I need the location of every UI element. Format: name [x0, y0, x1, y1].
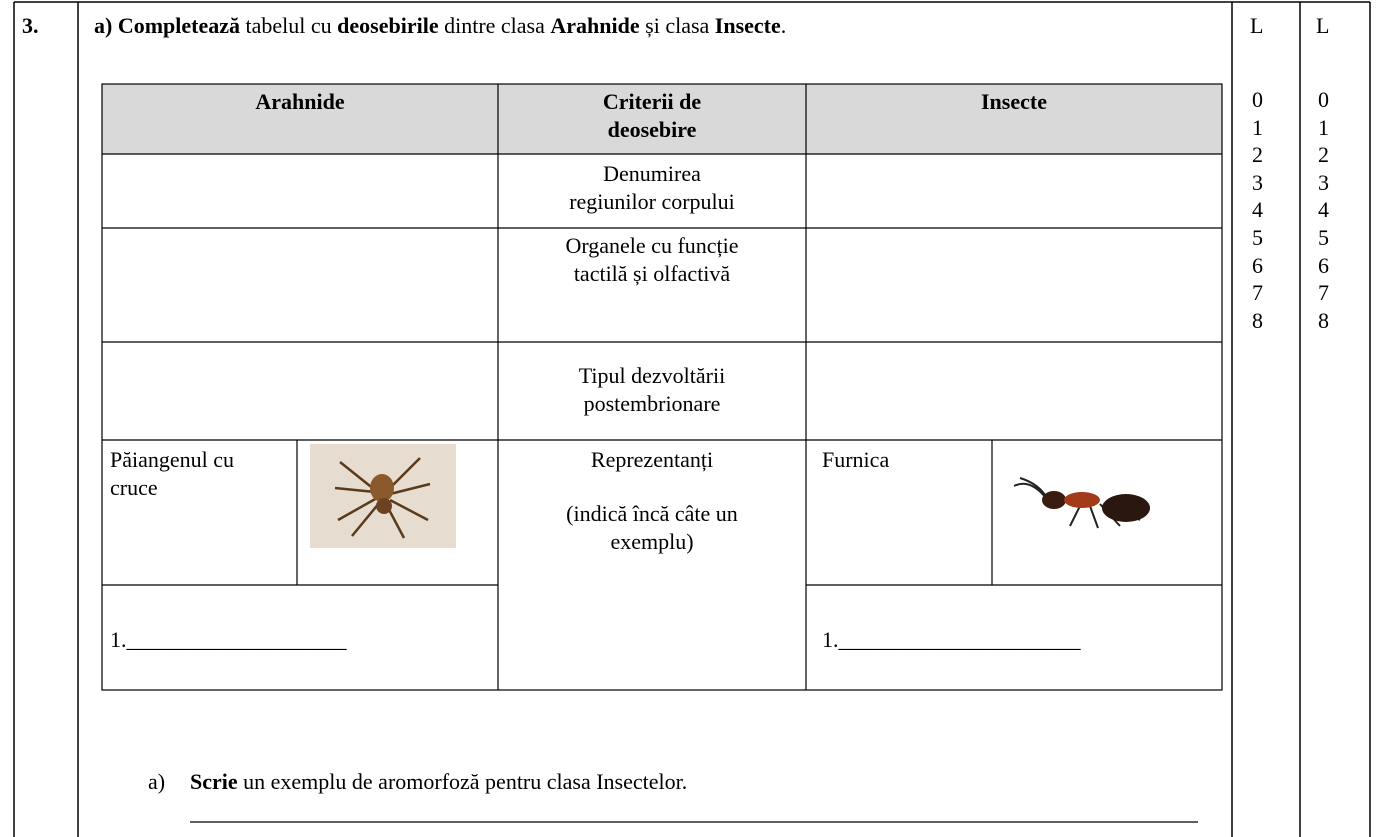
- text-bold: Insecte: [714, 13, 781, 38]
- text: .: [780, 13, 787, 38]
- score-level: 8: [1318, 307, 1329, 333]
- text: și clasa: [639, 13, 715, 38]
- score-level: 1: [1252, 114, 1263, 140]
- criterion: Denumirea regiunilor corpului: [498, 160, 806, 215]
- text: dintre clasa: [438, 13, 551, 38]
- line: tactilă și olfactivă: [573, 260, 731, 286]
- score-level: 2: [1318, 142, 1329, 168]
- task-b: Scrie un exemplu de aromorfoză pentru cl…: [190, 768, 687, 796]
- score-level: 4: [1318, 197, 1329, 223]
- score-level: 3: [1252, 169, 1263, 195]
- representatives-label: Reprezentanți: [590, 447, 714, 472]
- score-level: 7: [1318, 280, 1329, 306]
- text: un exemplu de aromorfoză pentru clasa In…: [237, 769, 688, 794]
- task-a: a) Completează tabelul cu deosebirile di…: [94, 12, 786, 40]
- score-level: 1: [1318, 114, 1329, 140]
- representatives-note: (indică încă câte un exemplu): [566, 501, 738, 554]
- header-fill: [102, 84, 1222, 154]
- score-header: L: [1250, 13, 1264, 38]
- answer-blank: 1.____________________: [110, 627, 347, 652]
- text-bold: a) Completează: [94, 13, 241, 38]
- score-level: 6: [1252, 252, 1263, 278]
- score-level: 4: [1252, 197, 1263, 223]
- score-level: 6: [1318, 252, 1329, 278]
- line: Organele cu funcție: [565, 233, 739, 258]
- header-cell: Arahnide: [255, 89, 345, 114]
- text: tabelul cu: [240, 13, 338, 38]
- score-level: 3: [1318, 169, 1329, 195]
- outer-grid: [13, 1, 1371, 837]
- score-level: 5: [1252, 225, 1263, 250]
- task-marker: a): [148, 769, 166, 794]
- header-cell: Insecte: [981, 89, 1047, 114]
- criterion: Tipul dezvoltării postembrionare: [498, 362, 806, 417]
- example: Păiangenul cu cruce: [110, 447, 235, 500]
- text-bold: Arahnide: [550, 13, 640, 38]
- score-level: 5: [1318, 225, 1329, 250]
- criterion: Organele cu funcție tactilă și olfactivă: [498, 232, 806, 287]
- inner-grid: [101, 83, 1223, 691]
- score-level: 0: [1252, 87, 1263, 112]
- example: Furnica: [822, 447, 890, 472]
- spider-image: [310, 444, 456, 548]
- score-header: L: [1316, 13, 1330, 38]
- score-level: 7: [1252, 280, 1263, 306]
- text-bold: deosebirile: [337, 13, 439, 38]
- header-cell: Criterii de deosebire: [602, 89, 702, 142]
- line: Tipul dezvoltării: [578, 363, 726, 388]
- score-level: 0: [1318, 87, 1329, 112]
- question-number: 3.: [22, 13, 39, 38]
- score-level: 2: [1252, 142, 1263, 168]
- line: regiunilor corpului: [569, 188, 735, 214]
- line: Denumirea: [603, 161, 701, 186]
- answer-blank: 1.______________________: [822, 627, 1081, 652]
- ant-image: [1013, 477, 1150, 529]
- text-bold: Scrie: [190, 769, 238, 794]
- score-level: 8: [1252, 307, 1263, 333]
- line: postembrionare: [583, 390, 721, 416]
